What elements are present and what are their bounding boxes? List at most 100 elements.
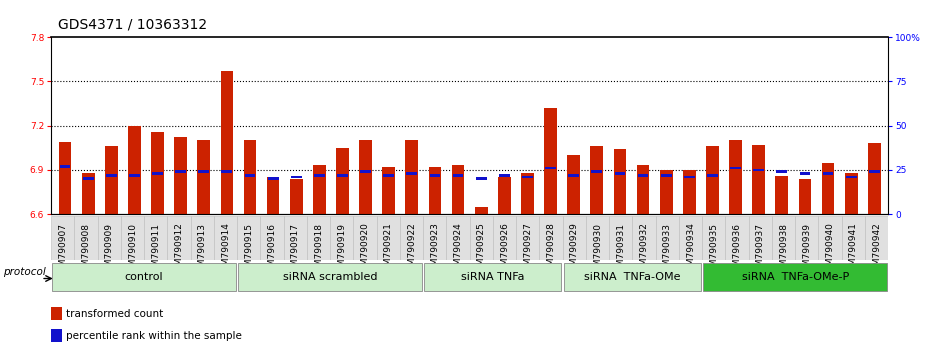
Bar bbox=[51, 216, 74, 260]
Bar bbox=[452, 165, 464, 214]
Bar bbox=[498, 177, 511, 214]
Text: GSM790912: GSM790912 bbox=[175, 223, 183, 278]
Bar bbox=[818, 216, 842, 260]
Bar bbox=[74, 216, 98, 260]
Bar bbox=[383, 174, 394, 177]
Bar bbox=[749, 216, 772, 260]
Bar bbox=[291, 176, 301, 178]
Bar bbox=[684, 176, 695, 178]
Text: GSM790917: GSM790917 bbox=[291, 223, 299, 278]
Bar bbox=[776, 176, 788, 214]
Text: GDS4371 / 10363312: GDS4371 / 10363312 bbox=[58, 17, 207, 31]
Bar bbox=[656, 216, 679, 260]
Bar bbox=[382, 167, 395, 214]
Bar bbox=[59, 142, 72, 214]
Bar bbox=[359, 141, 372, 214]
Bar bbox=[51, 330, 61, 342]
Bar bbox=[568, 174, 579, 177]
Bar bbox=[659, 170, 672, 214]
Text: GSM790930: GSM790930 bbox=[593, 223, 602, 278]
Bar bbox=[244, 141, 257, 214]
FancyBboxPatch shape bbox=[564, 263, 701, 291]
Bar bbox=[777, 170, 787, 173]
Bar bbox=[869, 170, 880, 173]
Text: protocol: protocol bbox=[3, 268, 46, 278]
Bar bbox=[377, 216, 400, 260]
Bar bbox=[615, 172, 625, 175]
Text: GSM790929: GSM790929 bbox=[570, 223, 578, 278]
Text: GSM790916: GSM790916 bbox=[268, 223, 276, 278]
FancyBboxPatch shape bbox=[52, 263, 236, 291]
Text: GSM790908: GSM790908 bbox=[82, 223, 90, 278]
Bar bbox=[752, 145, 765, 214]
Bar bbox=[823, 172, 833, 175]
Text: GSM790909: GSM790909 bbox=[105, 223, 113, 278]
Bar bbox=[82, 173, 95, 214]
Text: GSM790939: GSM790939 bbox=[803, 223, 811, 278]
Text: GSM790923: GSM790923 bbox=[431, 223, 439, 278]
Bar bbox=[198, 170, 209, 173]
FancyBboxPatch shape bbox=[703, 263, 887, 291]
Bar bbox=[406, 172, 418, 175]
Bar bbox=[174, 137, 187, 214]
FancyBboxPatch shape bbox=[238, 263, 422, 291]
Bar bbox=[609, 216, 632, 260]
Bar bbox=[405, 141, 419, 214]
Bar bbox=[702, 216, 725, 260]
Bar bbox=[799, 179, 811, 214]
Text: GSM790940: GSM790940 bbox=[826, 223, 834, 278]
Bar bbox=[453, 174, 463, 177]
Bar bbox=[106, 174, 116, 177]
Text: siRNA scrambled: siRNA scrambled bbox=[283, 272, 378, 282]
Bar bbox=[337, 174, 348, 177]
Bar bbox=[706, 146, 719, 214]
Text: GSM790928: GSM790928 bbox=[547, 223, 555, 278]
Text: GSM790914: GSM790914 bbox=[221, 223, 230, 278]
Bar bbox=[446, 216, 470, 260]
Bar bbox=[683, 170, 696, 214]
Bar bbox=[267, 177, 280, 214]
Bar bbox=[632, 216, 656, 260]
Text: GSM790924: GSM790924 bbox=[454, 223, 462, 277]
Bar bbox=[845, 176, 857, 178]
Bar bbox=[167, 216, 191, 260]
Text: GSM790927: GSM790927 bbox=[524, 223, 532, 278]
Bar bbox=[83, 177, 94, 180]
Text: GSM790911: GSM790911 bbox=[152, 223, 160, 278]
Bar bbox=[307, 216, 330, 260]
Text: GSM790915: GSM790915 bbox=[245, 223, 253, 278]
Bar bbox=[152, 132, 164, 214]
Bar bbox=[98, 216, 121, 260]
Text: GSM790932: GSM790932 bbox=[640, 223, 648, 278]
Bar bbox=[105, 146, 117, 214]
Bar bbox=[430, 174, 441, 177]
Bar bbox=[268, 177, 278, 180]
Bar bbox=[865, 216, 888, 260]
Text: GSM790941: GSM790941 bbox=[849, 223, 857, 278]
Text: GSM790926: GSM790926 bbox=[500, 223, 509, 278]
Text: GSM790936: GSM790936 bbox=[733, 223, 741, 278]
Bar bbox=[516, 216, 539, 260]
Bar bbox=[730, 167, 741, 170]
Bar bbox=[567, 155, 580, 214]
Bar bbox=[522, 176, 533, 178]
Bar bbox=[314, 174, 325, 177]
Text: GSM790919: GSM790919 bbox=[338, 223, 346, 278]
Bar bbox=[290, 179, 302, 214]
Text: GSM790931: GSM790931 bbox=[617, 223, 625, 278]
Bar bbox=[591, 146, 604, 214]
Bar bbox=[493, 216, 516, 260]
Bar bbox=[795, 216, 818, 260]
Bar bbox=[400, 216, 423, 260]
Bar bbox=[822, 162, 834, 214]
Text: transformed count: transformed count bbox=[66, 309, 163, 319]
Bar bbox=[475, 207, 487, 214]
Bar bbox=[221, 170, 232, 173]
Bar bbox=[260, 216, 284, 260]
Bar bbox=[539, 216, 563, 260]
Text: siRNA  TNFa-OMe-P: siRNA TNFa-OMe-P bbox=[741, 272, 849, 282]
Bar bbox=[476, 177, 486, 180]
Text: GSM790933: GSM790933 bbox=[663, 223, 671, 278]
Text: GSM790938: GSM790938 bbox=[779, 223, 788, 278]
Text: control: control bbox=[125, 272, 164, 282]
